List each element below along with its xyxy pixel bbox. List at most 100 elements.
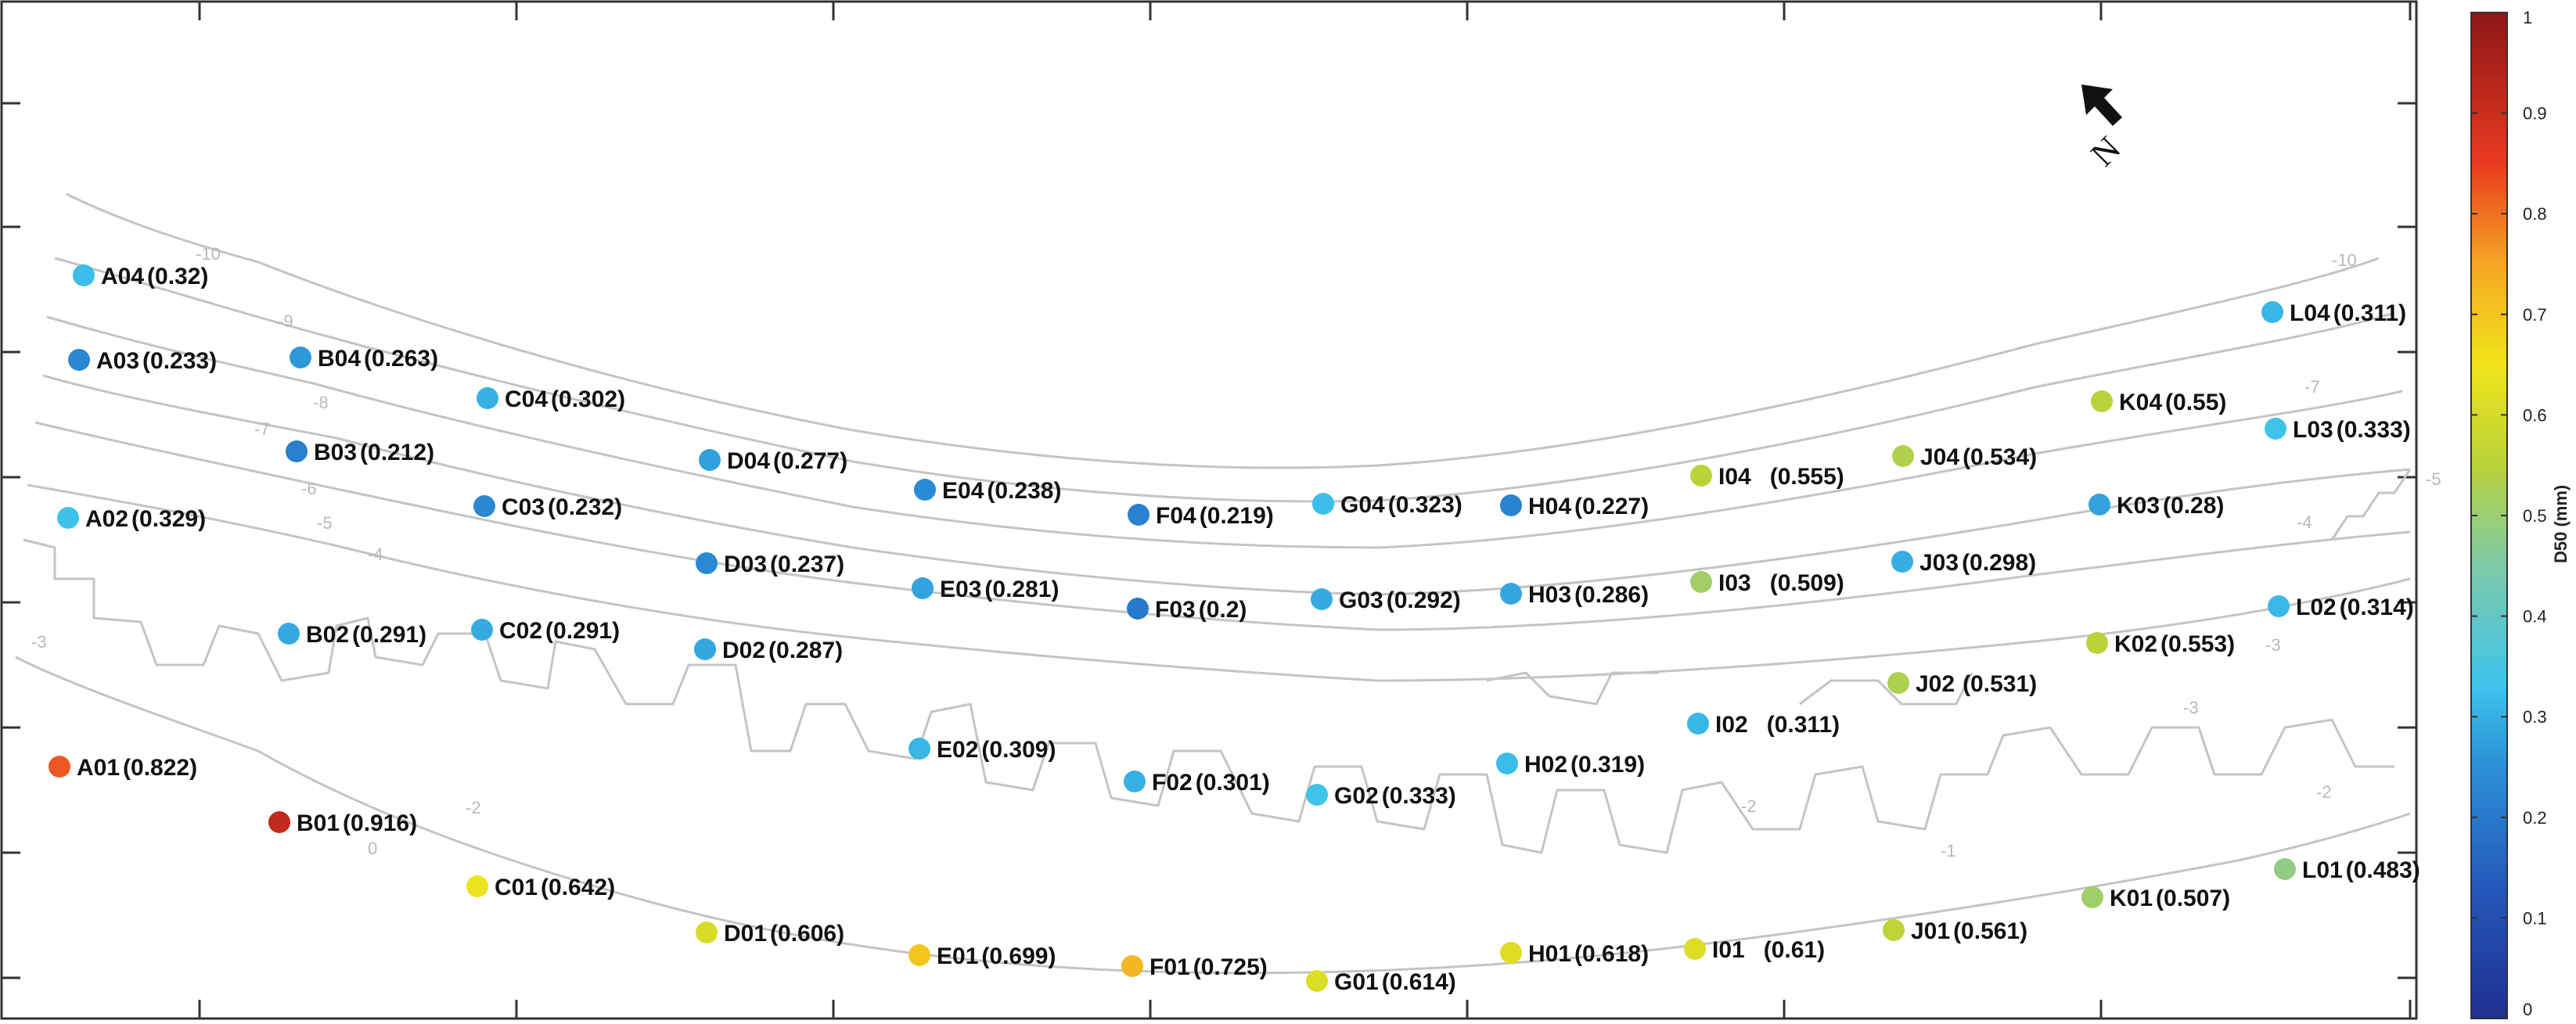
sample-d50-value: (0.292) [1387,587,1461,613]
sample-point-k01: K01 (0.507) [2081,886,2230,911]
sample-point-d03: D03 (0.237) [696,552,844,577]
sample-id: J04 [1920,444,1959,470]
sample-marker [1690,465,1712,487]
contour-line [54,257,2395,503]
sample-id: K03 [2117,493,2160,519]
sample-marker [908,738,930,760]
sample-label: I03 (0.509) [1718,570,1844,596]
sample-label: D02 (0.287) [722,638,843,663]
sample-d50-value: (0.618) [1574,941,1649,967]
sample-d50-value: (0.2) [1199,597,1247,623]
sample-label: E01 (0.699) [937,943,1056,969]
sample-id: F03 [1155,597,1196,623]
sample-id: G03 [1339,587,1383,613]
sample-label: J01 (0.561) [1911,918,2027,944]
sample-d50-value: (0.277) [773,448,847,474]
sample-id: J02 [1916,671,1955,697]
north-arrow-icon [2081,84,2122,126]
map-frame [0,0,2418,1020]
colorbar-tick-label: 0.8 [2523,204,2547,224]
sample-d50-value: (0.553) [2160,631,2235,657]
sample-marker [278,623,300,645]
sample-label: C02 (0.291) [499,618,620,644]
contour-label: -4 [2297,512,2312,532]
sample-d50-value: (0.323) [1388,492,1462,518]
sample-id: G04 [1340,492,1385,518]
sample-label: I04 (0.555) [1718,464,1844,490]
sample-id: I03 [1718,570,1751,596]
colorbar-tick-label: 0.3 [2523,707,2547,727]
sample-point-f02: F02 (0.301) [1124,770,1270,796]
sample-d50-value: (0.531) [1963,671,2037,697]
sample-d50-value: (0.314) [2340,595,2414,620]
contour-line [66,192,2380,469]
sample-point-h03: H03 (0.286) [1500,582,1649,608]
colorbar-tick-label: 0.9 [2523,104,2547,124]
sample-label: I02 (0.311) [1715,712,1840,738]
sample-id: J03 [1919,550,1959,576]
sample-id: I01 [1712,937,1745,963]
colorbar-tick-label: 0.7 [2523,305,2547,325]
sample-point-d04: D04 (0.277) [699,448,847,474]
sample-d50-value: (0.606) [770,921,844,947]
sample-d50-value: (0.333) [1382,783,1456,809]
sample-label: B03 (0.212) [314,440,434,465]
sample-id: F02 [1152,770,1193,796]
sample-point-i04: I04 (0.555) [1690,464,1844,490]
sample-label: F04 (0.219) [1156,503,1274,529]
sample-d50-value: (0.309) [981,737,1056,763]
sample-id: I04 [1718,464,1751,490]
sample-d50-value: (0.329) [131,506,206,532]
sample-marker [1496,753,1518,774]
sample-d50-value: (0.822) [123,755,197,781]
sample-d50-value: (0.281) [984,577,1059,602]
sample-d50-value: (0.291) [352,622,426,648]
sample-d50-value: (0.534) [1963,444,2037,470]
sample-point-l02: L02 (0.314) [2268,595,2414,620]
depth-contours [15,192,2412,975]
sample-marker [1306,784,1328,806]
sample-label: A01 (0.822) [77,755,197,781]
sample-label: B04 (0.263) [318,346,438,372]
sample-id: E01 [937,943,978,969]
sample-d50-value: (0.561) [1953,918,2027,944]
sample-point-j04: J04 (0.534) [1892,444,2037,470]
sample-d50-value: (0.725) [1193,954,1268,980]
sample-label: F01 (0.725) [1149,954,1268,980]
sample-marker [1311,588,1333,610]
sample-point-b04: B04 (0.263) [290,346,438,372]
sample-d50-value: (0.298) [1962,550,2036,576]
colorbar-tick-label: 1 [2523,8,2532,27]
sample-id: F01 [1149,954,1190,980]
sample-d50-value: (0.219) [1200,503,1274,529]
sample-marker [694,638,716,660]
sample-point-d01: D01 (0.606) [696,921,844,947]
sample-marker [1500,942,1522,964]
contour-label: -3 [2265,635,2281,655]
sample-label: K03 (0.28) [2117,493,2224,519]
sample-id: J01 [1911,918,1950,944]
sample-label: A02 (0.329) [85,506,206,532]
sample-d50-value: (0.333) [2337,417,2411,443]
sample-point-h01: H01 (0.618) [1500,941,1649,967]
sample-d50-value: (0.291) [545,618,620,644]
contour-line [42,374,2411,596]
sample-id: D01 [724,921,767,947]
sample-point-l04: L04 (0.311) [2261,300,2406,326]
contour-line [23,538,2394,854]
frame-ticks [2,2,2416,1019]
sample-id: A03 [96,348,139,374]
contour-line [1799,672,1973,706]
sample-label: B02 (0.291) [306,622,426,648]
sample-marker [473,495,495,517]
sample-marker [286,440,308,462]
sample-point-a03: A03 (0.233) [68,348,217,374]
sample-marker [1690,571,1712,593]
sample-id: L02 [2296,595,2337,620]
sample-point-c02: C02 (0.291) [471,618,620,644]
sample-point-c03: C03 (0.232) [473,494,622,520]
sample-marker [1500,583,1522,605]
sample-d50-value: (0.55) [2165,390,2226,415]
contour-label: -2 [1741,796,1757,816]
